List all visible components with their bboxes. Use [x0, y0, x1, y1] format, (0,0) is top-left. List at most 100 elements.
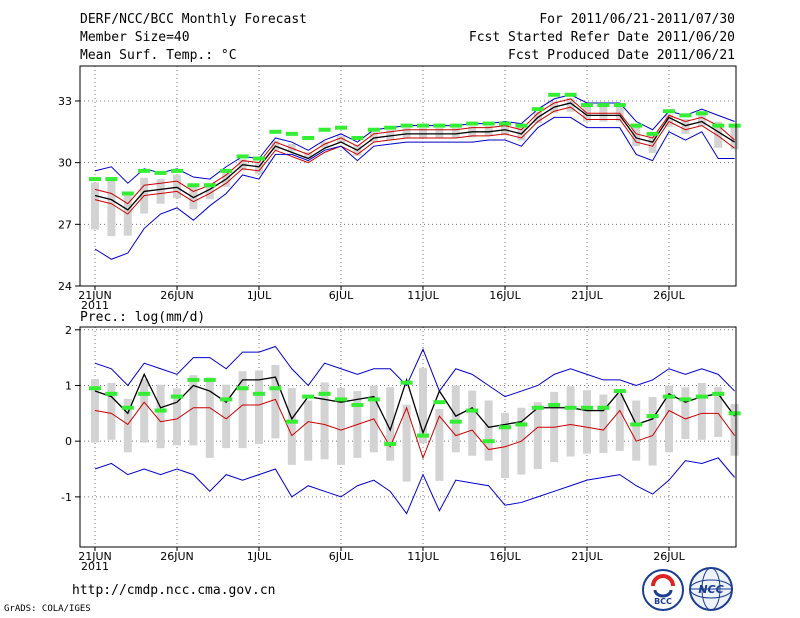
- prec-spread-bar: [189, 375, 198, 446]
- prec-observed-marker: [253, 391, 265, 396]
- temp-observed-marker: [400, 123, 413, 128]
- prec-spread-bar: [681, 387, 690, 440]
- prec-series-max: [94, 345, 735, 398]
- prec-spread-bar: [156, 384, 165, 449]
- variable-label-top: Mean Surf. Temp.: °C: [80, 48, 237, 63]
- temp-spread-bar: [566, 98, 575, 112]
- temp-spread-bar: [615, 106, 624, 122]
- prec-observed-marker: [712, 391, 725, 396]
- temp-observed-marker: [302, 135, 315, 140]
- temp-spread-bar: [156, 179, 165, 204]
- temp-ytick-label: 27: [58, 218, 72, 231]
- temp-spread-bar: [665, 114, 673, 127]
- temp-observed-marker: [581, 103, 593, 108]
- temp-observed-marker: [105, 177, 118, 182]
- prec-observed-marker: [171, 394, 183, 399]
- prec-xtick-label: 21JUN: [78, 550, 112, 563]
- temp-ytick-label: 33: [58, 95, 72, 108]
- temp-observed-marker: [531, 107, 544, 112]
- temp-observed-marker: [236, 154, 249, 159]
- prec-observed-marker: [351, 402, 364, 407]
- prec-spread-bar: [123, 398, 132, 453]
- prec-spread-bar: [435, 409, 444, 481]
- temp-frame: [79, 65, 737, 287]
- prec-spread-bar: [271, 364, 280, 439]
- temp-observed-marker: [335, 125, 347, 130]
- prec-observed-marker: [105, 391, 118, 396]
- prec-xtick-label: 11JUL: [407, 550, 439, 563]
- prec-spread-bar: [238, 371, 247, 449]
- temp-series-upper: [94, 98, 735, 205]
- temp-observed-marker: [449, 123, 462, 128]
- variable-label-bottom: Prec.: log(mm/d): [80, 310, 206, 325]
- prec-observed-marker: [499, 425, 511, 430]
- prec-observed-marker: [548, 402, 561, 407]
- prec-series-min: [94, 457, 735, 515]
- prec-ytick-label: 2: [65, 324, 72, 337]
- temp-series-min: [94, 116, 735, 260]
- prec-observed-marker: [728, 411, 741, 416]
- prec-spread-bar: [648, 397, 657, 466]
- temp-spread-bar: [337, 135, 345, 144]
- prec-spread-bar: [386, 387, 395, 461]
- temp-observed-marker: [515, 123, 528, 128]
- prec-ytick-label: -1: [61, 491, 72, 504]
- temp-spread-bar: [91, 182, 99, 230]
- prec-xtick-label: 16JUL: [489, 550, 521, 563]
- prec-observed-marker: [695, 394, 708, 399]
- prec-spread-bar: [615, 394, 624, 451]
- temp-observed-marker: [367, 127, 380, 132]
- prec-observed-marker: [482, 439, 495, 444]
- prec-xtick-label: 6JUL: [329, 550, 354, 563]
- temp-spread-bar: [123, 193, 132, 236]
- temp-spread-bar: [599, 106, 608, 122]
- temp-spread-bar: [648, 134, 657, 153]
- prec-spread-bar: [583, 390, 591, 454]
- temp-spread-bar: [205, 183, 214, 200]
- prec-observed-marker: [236, 386, 249, 391]
- temp-observed-marker: [433, 123, 446, 128]
- prec-spread-bar: [107, 382, 116, 440]
- prec-spread-bar: [714, 386, 723, 437]
- prec-spread-bar: [320, 382, 329, 460]
- temp-spread-bar: [714, 121, 723, 148]
- temp-spread-bar: [419, 128, 427, 138]
- temp-observed-marker: [663, 109, 675, 114]
- prec-spread-bar: [419, 368, 427, 444]
- temp-spread-bar: [451, 128, 460, 138]
- prec-spread-bar: [451, 385, 460, 453]
- temp-observed-marker: [548, 92, 561, 97]
- prec-series-lower: [94, 398, 736, 460]
- prec-observed-marker: [531, 405, 544, 410]
- temp-series-lower: [94, 106, 735, 215]
- prec-ytick-label: 0: [65, 435, 72, 448]
- ncc-logo-text: NCC: [698, 583, 723, 596]
- prec-spread-bar: [222, 384, 231, 449]
- prec-spread-bar: [468, 390, 477, 456]
- bcc-logo: BCC: [641, 568, 685, 612]
- prec-observed-marker: [89, 386, 101, 391]
- temp-spread-bar: [697, 112, 706, 127]
- prec-spread-bar: [599, 394, 608, 454]
- prec-observed-marker: [564, 405, 577, 410]
- prec-xtick-label: 26JUL: [653, 550, 685, 563]
- prec-observed-marker: [384, 441, 397, 446]
- temp-xtick-label: 26JUL: [653, 289, 685, 302]
- temp-observed-marker: [203, 183, 216, 188]
- prec-spread-bar: [287, 387, 296, 465]
- prec-spread-bar: [173, 388, 181, 446]
- prec-ytick-label: 1: [65, 379, 72, 392]
- prec-observed-marker: [646, 414, 659, 419]
- prec-xtick-label: 21JUL: [571, 550, 603, 563]
- bcc-logo-text: BCC: [654, 597, 672, 606]
- prec-observed-marker: [400, 380, 413, 385]
- temp-observed-marker: [679, 113, 692, 118]
- ncc-logo: NCC: [688, 566, 734, 612]
- prec-spread-bar: [632, 400, 641, 461]
- source-url[interactable]: http://cmdp.ncc.cma.gov.cn: [72, 583, 276, 598]
- member-size: Member Size=40: [80, 30, 190, 45]
- temp-observed-marker: [499, 121, 511, 126]
- prec-observed-marker: [663, 394, 675, 399]
- temp-xtick-sublabel: 2011: [81, 299, 109, 312]
- temp-spread-bar: [402, 128, 411, 138]
